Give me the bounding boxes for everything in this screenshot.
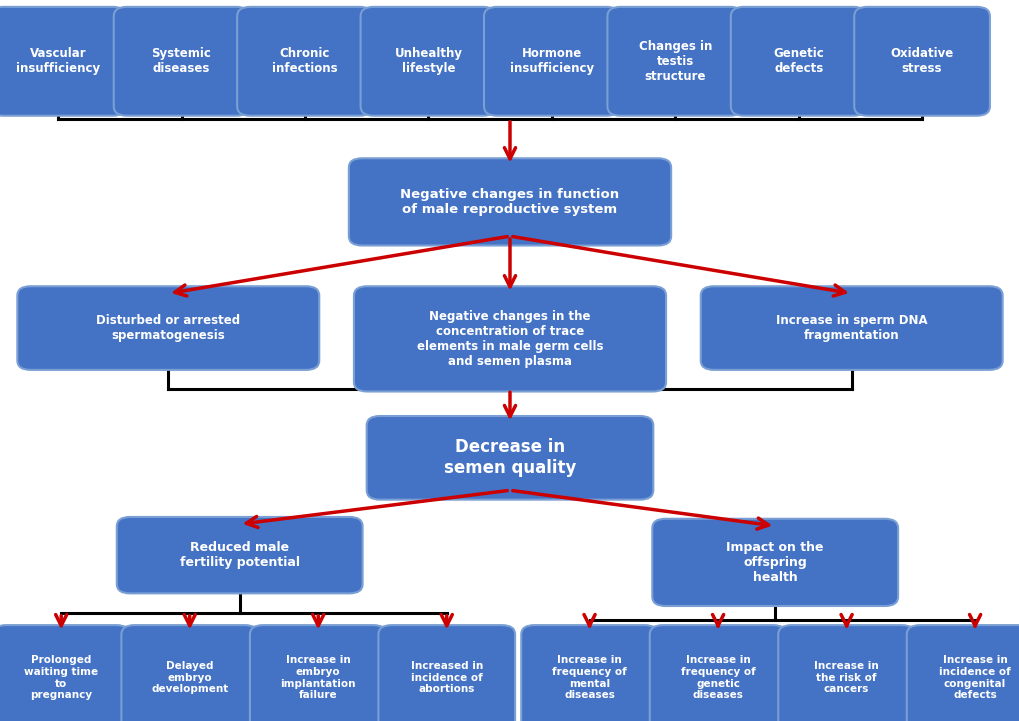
FancyBboxPatch shape (854, 6, 989, 115)
Text: Decrease in
semen quality: Decrease in semen quality (443, 438, 576, 477)
FancyBboxPatch shape (361, 6, 495, 115)
FancyBboxPatch shape (250, 625, 386, 721)
FancyBboxPatch shape (378, 625, 515, 721)
FancyBboxPatch shape (0, 625, 129, 721)
FancyBboxPatch shape (121, 625, 258, 721)
FancyBboxPatch shape (236, 6, 373, 115)
Text: Changes in
testis
structure: Changes in testis structure (638, 40, 711, 83)
FancyBboxPatch shape (607, 6, 742, 115)
FancyBboxPatch shape (0, 6, 126, 115)
FancyBboxPatch shape (367, 416, 653, 500)
Text: Increase in
the risk of
cancers: Increase in the risk of cancers (813, 661, 878, 694)
Text: Negative changes in function
of male reproductive system: Negative changes in function of male rep… (400, 188, 619, 216)
Text: Reduced male
fertility potential: Reduced male fertility potential (179, 541, 300, 569)
FancyBboxPatch shape (117, 517, 363, 593)
Text: Increase in sperm DNA
fragmentation: Increase in sperm DNA fragmentation (775, 314, 926, 342)
FancyBboxPatch shape (354, 286, 665, 392)
Text: Increase in
frequency of
genetic
diseases: Increase in frequency of genetic disease… (680, 655, 755, 700)
FancyBboxPatch shape (730, 6, 866, 115)
Text: Delayed
embryo
development: Delayed embryo development (151, 661, 228, 694)
FancyBboxPatch shape (649, 625, 786, 721)
FancyBboxPatch shape (652, 519, 898, 606)
Text: Increase in
frequency of
mental
diseases: Increase in frequency of mental diseases (551, 655, 627, 700)
Text: Negative changes in the
concentration of trace
elements in male germ cells
and s: Negative changes in the concentration of… (417, 310, 602, 368)
FancyBboxPatch shape (906, 625, 1019, 721)
Text: Disturbed or arrested
spermatogenesis: Disturbed or arrested spermatogenesis (96, 314, 240, 342)
FancyBboxPatch shape (777, 625, 914, 721)
Text: Increase in
embryo
implantation
failure: Increase in embryo implantation failure (280, 655, 356, 700)
Text: Impact on the
offspring
health: Impact on the offspring health (726, 541, 823, 584)
Text: Vascular
insufficiency: Vascular insufficiency (16, 48, 100, 75)
Text: Systemic
diseases: Systemic diseases (152, 48, 211, 75)
Text: Chronic
infections: Chronic infections (272, 48, 337, 75)
FancyBboxPatch shape (348, 159, 671, 245)
FancyBboxPatch shape (114, 6, 250, 115)
Text: Genetic
defects: Genetic defects (772, 48, 823, 75)
Text: Unhealthy
lifestyle: Unhealthy lifestyle (394, 48, 462, 75)
Text: Increased in
incidence of
abortions: Increased in incidence of abortions (411, 661, 482, 694)
Text: Hormone
insufficiency: Hormone insufficiency (510, 48, 593, 75)
FancyBboxPatch shape (17, 286, 319, 370)
FancyBboxPatch shape (484, 6, 620, 115)
FancyBboxPatch shape (521, 625, 657, 721)
Text: Oxidative
stress: Oxidative stress (890, 48, 953, 75)
Text: Prolonged
waiting time
to
pregnancy: Prolonged waiting time to pregnancy (24, 655, 98, 700)
FancyBboxPatch shape (700, 286, 1002, 370)
Text: Increase in
incidence of
congenital
defects: Increase in incidence of congenital defe… (938, 655, 1010, 700)
